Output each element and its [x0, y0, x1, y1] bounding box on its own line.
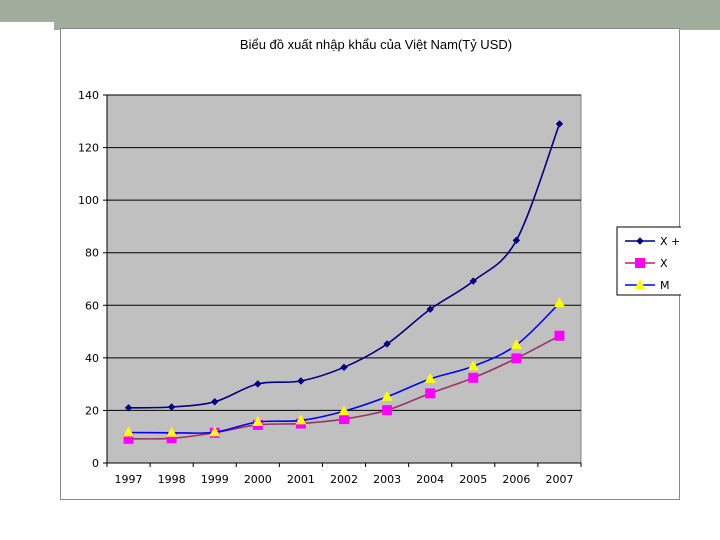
data-point: [295, 414, 307, 425]
data-point: [166, 433, 177, 444]
data-point: [254, 380, 262, 388]
data-point: [554, 330, 565, 341]
series-1: [124, 120, 564, 412]
y-tick-label: 0: [92, 457, 99, 470]
y-tick-label: 120: [78, 142, 99, 155]
data-point: [297, 377, 305, 385]
y-tick-label: 100: [78, 194, 99, 207]
y-tick-label: 40: [85, 352, 99, 365]
y-tick-label: 20: [85, 404, 99, 417]
legend-label: M: [660, 279, 670, 292]
data-point: [338, 405, 350, 416]
x-tick-label: 2003: [373, 473, 401, 486]
data-point: [123, 433, 134, 444]
data-point: [424, 372, 436, 383]
y-tick-label: 140: [78, 89, 99, 102]
data-point: [339, 414, 349, 425]
series-line: [128, 123, 561, 409]
data-point: [512, 236, 521, 245]
data-point: [252, 415, 264, 426]
series-lines: [123, 120, 565, 444]
data-point: [166, 426, 178, 437]
x-tick-label: 1997: [115, 473, 143, 486]
data-point: [469, 277, 477, 285]
legend-label: X + M: [660, 235, 681, 248]
data-point: [382, 405, 393, 416]
legend: X + M XM: [616, 226, 681, 296]
x-tick-label: 2005: [459, 473, 487, 486]
data-point: [553, 297, 565, 308]
plot-area: [106, 94, 582, 464]
data-point: [555, 120, 564, 128]
slide-header-notch: [0, 22, 54, 30]
data-point: [468, 372, 479, 383]
data-point: [211, 398, 219, 406]
legend-label: X: [660, 257, 668, 270]
data-point: [124, 404, 133, 412]
data-point: [426, 305, 434, 313]
legend-box: [616, 226, 681, 296]
x-tick-label: 2001: [287, 473, 315, 486]
chart-area: Biểu đồ xuất nhập khẩu của Việt Nam(Tỷ U…: [60, 28, 681, 500]
data-point: [340, 363, 348, 372]
data-point: [381, 390, 393, 401]
y-tick-label: 60: [85, 299, 99, 312]
x-tick-label: 2007: [545, 473, 573, 486]
data-point: [383, 340, 391, 348]
data-point: [510, 338, 522, 349]
x-tick-label: 2006: [502, 473, 530, 486]
legend-marker: [634, 279, 646, 289]
data-point: [167, 403, 176, 411]
data-point: [467, 360, 479, 371]
x-tick-label: 1999: [201, 473, 229, 486]
line-chart: Biểu đồ xuất nhập khẩu của Việt Nam(Tỷ U…: [78, 37, 681, 486]
axes: 0 20 40 60 80 100 120 140 1997 1998 1999 2000 2001 20…: [78, 89, 582, 486]
x-tick-label: 2002: [330, 473, 358, 486]
x-tick-label: 2000: [244, 473, 272, 486]
slide-header-bar: [0, 0, 720, 22]
chart-title: Biểu đồ xuất nhập khẩu của Việt Nam(Tỷ U…: [240, 37, 512, 52]
legend-marker: [636, 237, 644, 245]
x-tick-label: 1998: [158, 473, 186, 486]
slide-header-accent: [54, 22, 720, 30]
data-point: [511, 353, 522, 364]
legend-marker: [635, 258, 645, 268]
series-3: [123, 297, 565, 437]
data-point: [123, 426, 135, 437]
x-tick-label: 2004: [416, 473, 444, 486]
data-point: [425, 388, 436, 399]
data-point: [209, 426, 221, 437]
y-tick-label: 80: [85, 247, 99, 260]
